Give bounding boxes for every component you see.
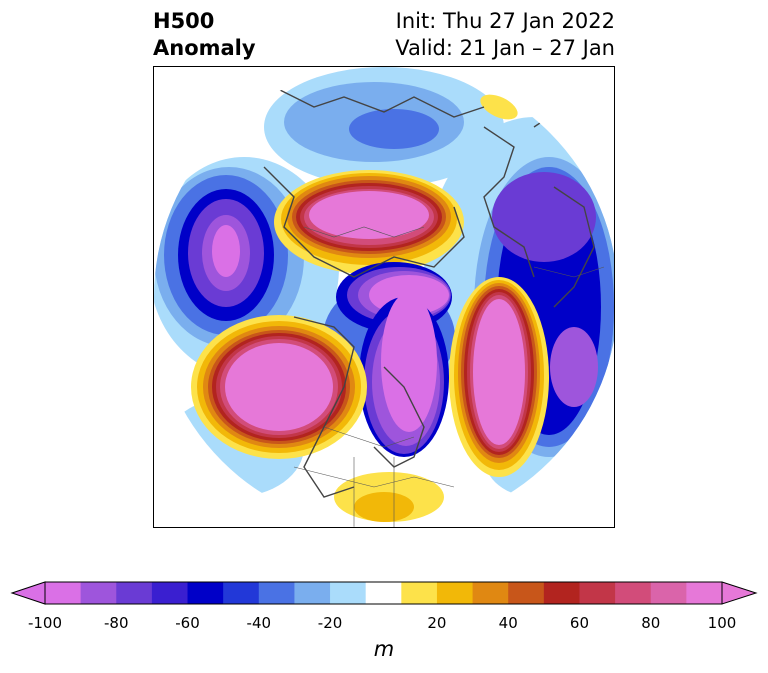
colorbar-tick-label: -100: [27, 614, 63, 632]
colorbar-tick-label: -20: [317, 614, 343, 632]
colorbar-tick-label: -80: [104, 614, 129, 632]
colorbar-tick-label: 60: [569, 614, 590, 632]
colorbar-tick-label: 80: [641, 614, 661, 632]
colorbar-segment: [436, 582, 474, 604]
colorbar-segment: [187, 582, 224, 604]
colorbar-segment: [330, 582, 367, 604]
title-type: Anomaly: [153, 36, 256, 60]
anomaly-map: [154, 67, 614, 527]
colorbar-segment: [401, 582, 438, 604]
political-borders: [293, 226, 605, 527]
colorbar-segment: [579, 582, 616, 604]
anomaly-positive-east: [449, 277, 549, 477]
colorbar-segment: [45, 582, 82, 604]
colorbar-segment: [258, 582, 295, 604]
colorbar-segment: [223, 582, 260, 604]
colorbar-tick-label: 100: [707, 614, 737, 632]
anomaly-positive-north: [274, 170, 464, 274]
anomaly-positive-small: [334, 94, 518, 522]
colorbar-tick-label: 40: [498, 614, 518, 632]
title-block-right: Init: Thu 27 Jan 2022 Valid: 21 Jan – 27…: [395, 8, 615, 62]
colorbar-segment: [508, 582, 545, 604]
colorbar-border: [44, 581, 723, 605]
colorbar-extend-max: [721, 581, 758, 605]
map-panel: [153, 66, 615, 528]
anomaly-positive-west: [191, 315, 367, 459]
colorbar-segment: [543, 582, 580, 604]
colorbar-segment: [650, 582, 687, 604]
init-date: Init: Thu 27 Jan 2022: [395, 9, 615, 33]
colorbar-segment: [151, 582, 189, 604]
colorbar-segment: [80, 582, 117, 604]
anomaly-negative-north: [284, 82, 464, 162]
colorbar-tick-label: 20: [427, 614, 447, 632]
colorbar-tick-label: -60: [175, 614, 200, 632]
colorbar-extend-min: [10, 581, 46, 605]
colorbar-segment: [686, 582, 723, 604]
anomaly-negative-west: [154, 167, 304, 347]
title-block-left: H500 Anomaly: [153, 8, 256, 62]
colorbar-tick-label: -40: [246, 614, 272, 632]
colorbar-unit: m: [373, 637, 395, 661]
valid-range: Valid: 21 Jan – 27 Jan: [395, 36, 615, 60]
colorbar-segment: [294, 582, 331, 604]
title-variable: H500: [153, 9, 215, 33]
colorbar-segment: [365, 582, 402, 604]
colorbar-segment: [472, 582, 509, 604]
colorbar: [10, 581, 758, 605]
colorbar-segment: [615, 582, 652, 604]
colorbar-segment: [116, 582, 153, 604]
